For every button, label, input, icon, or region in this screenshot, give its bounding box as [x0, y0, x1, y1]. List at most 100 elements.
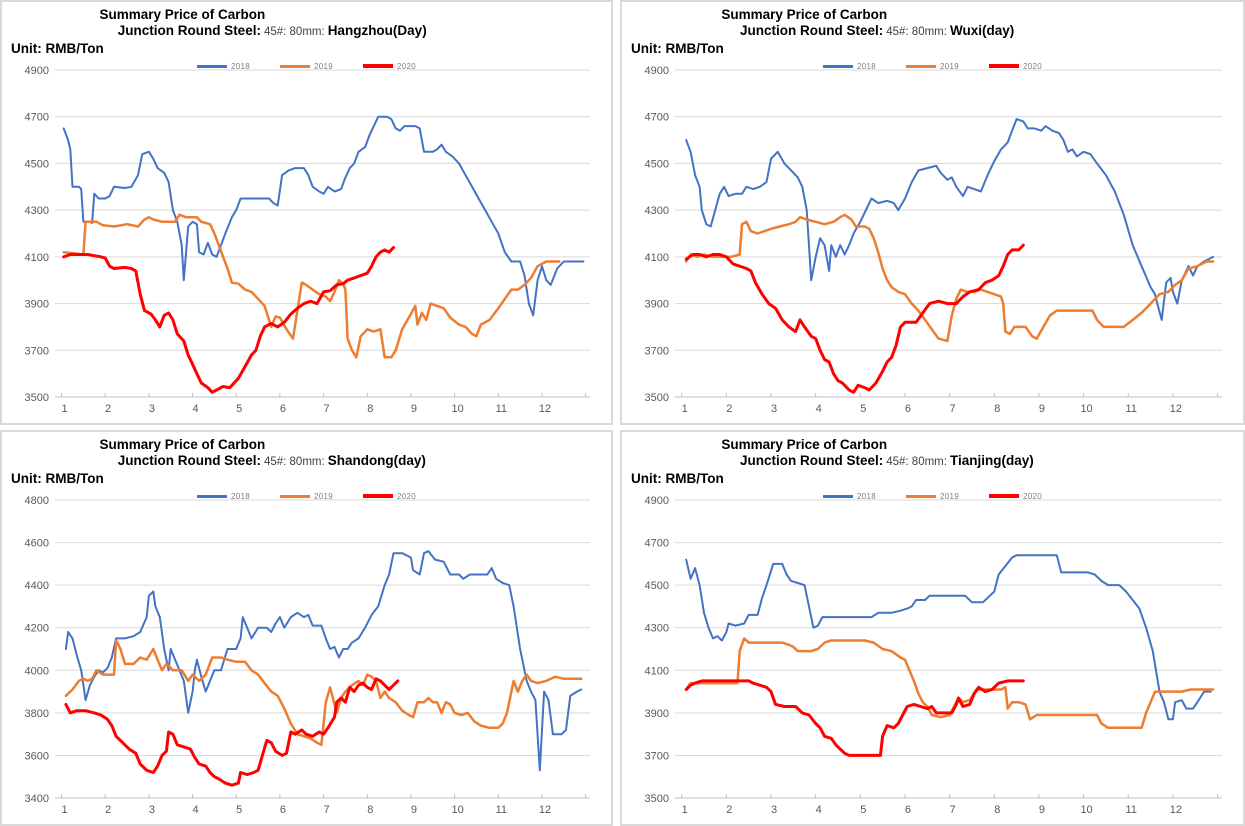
svg-text:4900: 4900 — [645, 495, 669, 507]
svg-text:10: 10 — [451, 804, 463, 816]
title-spec: 45#: 80mm: — [886, 456, 947, 469]
svg-text:7: 7 — [950, 804, 956, 816]
svg-text:9: 9 — [411, 804, 417, 816]
svg-text:7: 7 — [324, 804, 330, 816]
svg-text:1: 1 — [61, 804, 67, 816]
svg-text:1: 1 — [682, 804, 688, 816]
title-steel: Junction Round Steel: — [117, 453, 261, 469]
svg-text:3900: 3900 — [25, 299, 49, 311]
title-city: Shandong(day) — [327, 453, 426, 469]
svg-text:9: 9 — [1039, 804, 1045, 816]
title-spec: 45#: 80mm: — [263, 456, 325, 469]
svg-text:10: 10 — [1080, 403, 1092, 415]
title-spec: 45#: 80mm: — [263, 26, 325, 39]
title-steel: Junction Round Steel: — [739, 453, 884, 469]
svg-text:4300: 4300 — [645, 623, 669, 635]
svg-text:4700: 4700 — [645, 538, 669, 550]
chart-title: Summary Price of Carbon Junction Round S… — [2, 2, 611, 40]
svg-text:4: 4 — [193, 804, 199, 816]
svg-text:2: 2 — [105, 804, 111, 816]
svg-text:4400: 4400 — [25, 580, 49, 592]
svg-text:4000: 4000 — [25, 665, 49, 677]
chart-panel-tianjing: Summary Price of Carbon Junction Round S… — [620, 430, 1245, 826]
unit-label: Unit: RMB/Ton — [631, 40, 724, 56]
svg-text:4300: 4300 — [25, 205, 49, 217]
chart-panel-hangzhou: Summary Price of Carbon Junction Round S… — [0, 0, 613, 425]
svg-text:11: 11 — [496, 804, 507, 816]
svg-text:4500: 4500 — [25, 158, 49, 170]
svg-text:1: 1 — [682, 403, 688, 415]
svg-text:12: 12 — [1170, 804, 1182, 816]
svg-text:7: 7 — [950, 403, 956, 415]
chart-title-line1: Summary Price of Carbon — [721, 7, 888, 22]
svg-text:8: 8 — [994, 804, 1000, 816]
svg-text:4100: 4100 — [645, 252, 669, 264]
svg-text:3: 3 — [149, 403, 155, 415]
svg-text:3900: 3900 — [645, 708, 669, 720]
chart-title: Summary Price of Carbon Junction Round S… — [622, 2, 1243, 40]
svg-text:10: 10 — [1080, 804, 1092, 816]
svg-text:3600: 3600 — [25, 750, 49, 762]
svg-text:4900: 4900 — [645, 65, 669, 77]
title-city: Wuxi(day) — [949, 23, 1015, 39]
svg-text:4700: 4700 — [645, 112, 669, 124]
svg-text:3700: 3700 — [25, 345, 49, 357]
title-steel: Junction Round Steel: — [117, 23, 261, 39]
svg-text:4: 4 — [193, 403, 199, 415]
chart-panel-shandong: Summary Price of Carbon Junction Round S… — [0, 430, 613, 826]
svg-text:6: 6 — [280, 403, 286, 415]
svg-text:12: 12 — [539, 403, 551, 415]
svg-text:4600: 4600 — [25, 538, 49, 550]
svg-text:6: 6 — [905, 403, 911, 415]
svg-text:5: 5 — [236, 403, 242, 415]
svg-text:3400: 3400 — [25, 793, 49, 805]
unit-label: Unit: RMB/Ton — [631, 470, 724, 486]
svg-text:4700: 4700 — [25, 112, 49, 124]
title-city: Tianjing(day) — [949, 453, 1034, 469]
chart-title-line2: Junction Round Steel: 45#: 80mm: Tianjing(… — [622, 453, 1243, 470]
unit-label: Unit: RMB/Ton — [11, 40, 104, 56]
title-spec: 45#: 80mm: — [886, 26, 947, 39]
title-steel: Junction Round Steel: — [739, 23, 884, 39]
svg-text:3: 3 — [771, 403, 777, 415]
svg-text:3700: 3700 — [645, 750, 669, 762]
svg-text:9: 9 — [411, 403, 417, 415]
svg-text:6: 6 — [905, 804, 911, 816]
svg-text:8: 8 — [367, 403, 373, 415]
svg-text:9: 9 — [1039, 403, 1045, 415]
svg-text:2: 2 — [726, 804, 732, 816]
svg-text:6: 6 — [280, 804, 286, 816]
svg-text:2: 2 — [105, 403, 111, 415]
svg-text:3500: 3500 — [645, 392, 669, 404]
svg-text:3500: 3500 — [25, 392, 49, 404]
svg-text:4500: 4500 — [645, 580, 669, 592]
svg-text:11: 11 — [496, 403, 507, 415]
chart-area: 2018 2019 2020 3500 3700 3900 4100 4300 4500 4… — [627, 56, 1238, 421]
svg-text:11: 11 — [1126, 804, 1137, 816]
svg-text:3700: 3700 — [645, 345, 669, 357]
svg-text:5: 5 — [860, 403, 866, 415]
svg-text:1: 1 — [61, 403, 67, 415]
svg-text:4500: 4500 — [645, 158, 669, 170]
chart-title: Summary Price of Carbon Junction Round S… — [2, 432, 611, 470]
svg-text:12: 12 — [539, 804, 551, 816]
chart-area: 2018 2019 2020 3500 3700 3900 4100 4300 4500 4… — [7, 56, 606, 421]
chart-title-line2: Junction Round Steel: 45#: 80mm: Hangzhou(… — [2, 23, 611, 40]
svg-text:5: 5 — [236, 804, 242, 816]
svg-text:3: 3 — [149, 804, 155, 816]
svg-text:3900: 3900 — [645, 299, 669, 311]
svg-text:4: 4 — [816, 403, 822, 415]
svg-text:4100: 4100 — [645, 665, 669, 677]
svg-text:8: 8 — [367, 804, 373, 816]
chart-title-line2: Junction Round Steel: 45#: 80mm: Wuxi(day) — [622, 23, 1243, 40]
title-city: Hangzhou(Day) — [327, 23, 427, 39]
chart-title-line2: Junction Round Steel: 45#: 80mm: Shandong(… — [2, 453, 611, 470]
svg-text:3500: 3500 — [645, 793, 669, 805]
svg-text:4800: 4800 — [25, 495, 49, 507]
svg-text:4300: 4300 — [645, 205, 669, 217]
